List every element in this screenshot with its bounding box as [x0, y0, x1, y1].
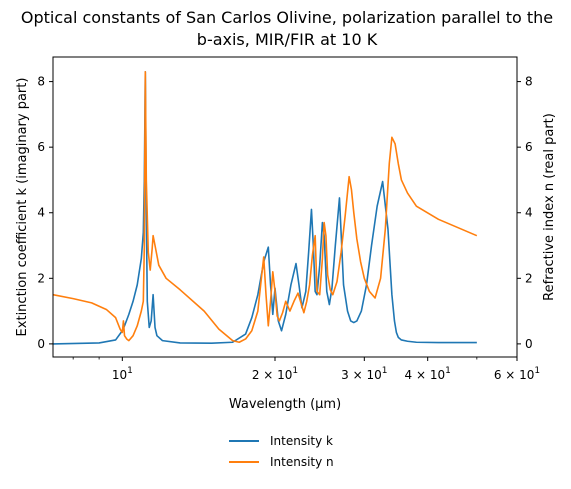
x-tick-label: 6 × 101 [494, 366, 540, 382]
x-tick-label: 4 × 101 [405, 366, 451, 382]
x-tick-label: 2 × 101 [252, 366, 298, 382]
x-axis-label: Wavelength (μm) [229, 397, 341, 412]
y-right-tick-label: 4 [525, 206, 533, 220]
y-left-tick-label: 4 [37, 206, 45, 220]
y-left-tick-label: 0 [37, 337, 45, 351]
axis-ticks: 0 2 4 6 8 0 2 4 6 8 101 2 × 101 3 × 101 4 × 101 6 × 10… [37, 75, 540, 382]
y-axis-label-right: Refractive index n (real part) [542, 113, 557, 301]
legend-label-n: Intensity n [270, 455, 334, 469]
legend-label-k: Intensity k [270, 434, 333, 448]
y-right-tick-label: 0 [525, 337, 533, 351]
plot-area [52, 70, 478, 345]
y-left-tick-label: 2 [37, 271, 45, 285]
legend: Intensity k Intensity n [229, 434, 334, 469]
plot-frame [52, 56, 518, 358]
y-right-tick-label: 2 [525, 271, 533, 285]
chart-title-line1: Optical constants of San Carlos Olivine,… [21, 8, 553, 27]
y-right-tick-label: 8 [525, 75, 533, 89]
y-right-tick-label: 6 [525, 140, 533, 154]
y-axis-label-left: Extinction coefficient k (imaginary part… [15, 78, 30, 337]
y-left-tick-label: 8 [37, 75, 45, 89]
x-tick-label: 3 × 101 [341, 366, 387, 382]
y-left-tick-label: 6 [37, 140, 45, 154]
x-tick-label: 101 [112, 366, 133, 382]
chart-title-line2: b-axis, MIR/FIR at 10 K [197, 30, 378, 49]
series-line-k [52, 70, 477, 345]
series-line-n [52, 70, 478, 344]
